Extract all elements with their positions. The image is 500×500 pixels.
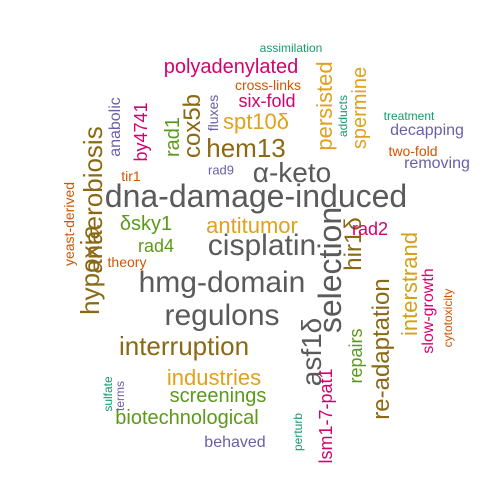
word-24: rad1: [162, 116, 184, 158]
word-19: spermine: [349, 66, 371, 150]
word-44: cytotoxicity: [441, 288, 455, 348]
word-41: yeast-derived: [61, 181, 77, 267]
word-46: treatment: [383, 109, 435, 123]
word-42: tir1: [121, 168, 141, 184]
word-2: hmg-domain: [138, 266, 306, 299]
word-3: regulons: [164, 299, 280, 332]
word-49: perturb: [291, 412, 305, 452]
word-31: slow-growth: [420, 268, 437, 354]
word-39: cross-links: [234, 77, 302, 93]
word-35: behaved: [204, 434, 266, 451]
word-45: assimilation: [259, 41, 323, 55]
word-20: biotechnological: [115, 407, 259, 429]
word-1: cisplatin: [207, 229, 317, 262]
word-29: lsm1-7-pat1: [316, 368, 336, 464]
word-16: antitumor: [206, 213, 298, 238]
word-27: six-fold: [238, 91, 296, 111]
word-12: interstrand: [397, 232, 422, 336]
word-17: spt10δ: [222, 109, 290, 134]
word-37: rad9: [207, 162, 235, 178]
word-15: industries: [166, 365, 262, 390]
word-43: theory: [107, 254, 147, 270]
word-25: repairs: [346, 328, 366, 384]
word-30: rad2: [351, 219, 389, 239]
word-23: rad4: [137, 236, 175, 256]
word-8: anaerobiosis: [78, 126, 108, 274]
word-0: dna-damage-induced: [104, 178, 408, 214]
word-38: terms: [113, 381, 127, 411]
word-36: removing: [404, 155, 470, 172]
word-47: adducts: [336, 94, 350, 138]
word-14: cox5b: [179, 93, 206, 159]
word-22: δsky1: [119, 213, 173, 235]
word-26: polyadenylated: [163, 56, 299, 78]
word-18: persisted: [312, 61, 337, 151]
word-32: decapping: [390, 122, 464, 139]
word-5: α-keto: [252, 157, 332, 188]
word-11: re-adaptation: [368, 278, 395, 420]
word-40: two-fold: [388, 143, 438, 159]
word-28: by4741: [131, 102, 151, 162]
word-34: fluxes: [205, 94, 221, 132]
word-10: hem13: [206, 133, 286, 163]
word-9: interruption: [118, 331, 250, 361]
word-21: screenings: [169, 385, 267, 407]
word-33: anabolic: [107, 97, 124, 157]
word-48: sulfate: [101, 376, 115, 412]
